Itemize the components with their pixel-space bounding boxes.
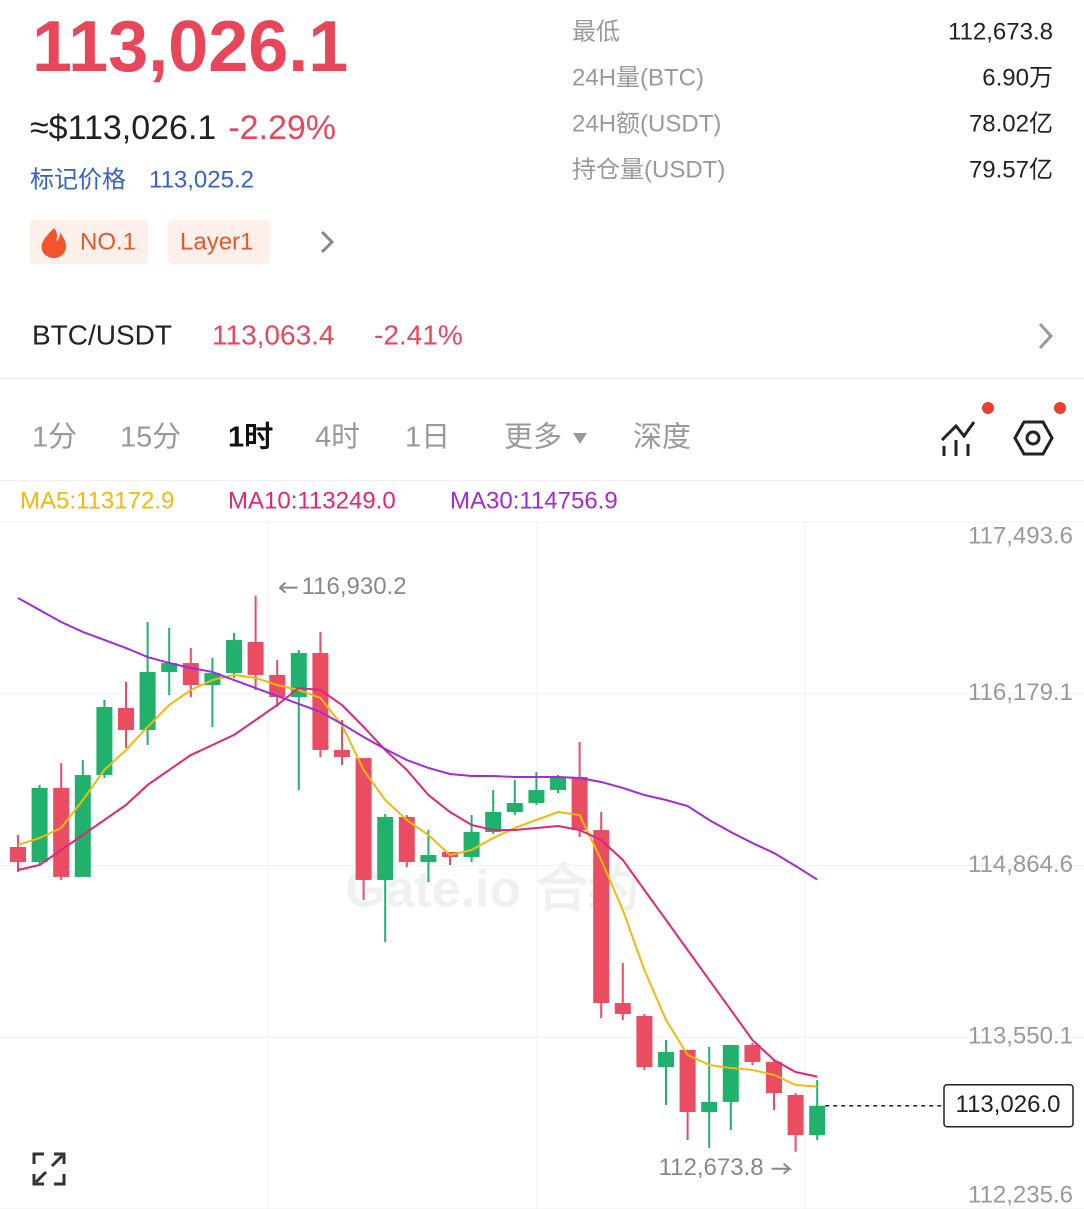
- stat-value: 6.90万: [982, 64, 1053, 91]
- y-tick-label: 113,550.1: [968, 1023, 1073, 1050]
- stat-label: 最低: [572, 18, 620, 45]
- candle-body: [74, 775, 91, 877]
- y-tick-label: 114,864.6: [968, 851, 1073, 878]
- candle-body: [701, 1101, 718, 1112]
- candle-body: [787, 1095, 804, 1135]
- notification-dot: [1054, 402, 1066, 414]
- change: -2.29%: [228, 109, 336, 147]
- candle-body: [226, 640, 242, 673]
- candle-body: [398, 816, 415, 863]
- indicator-icon[interactable]: [940, 421, 976, 456]
- expand-icon[interactable]: [32, 1152, 66, 1186]
- candle-body: [766, 1061, 782, 1094]
- mark-price-label: 标记价格: [30, 166, 126, 193]
- chevron[interactable]: [320, 230, 335, 254]
- y-tick-label: 117,493.6: [968, 522, 1073, 549]
- candle-body: [53, 787, 70, 877]
- timeframe-tab[interactable]: 15分: [120, 422, 181, 454]
- candle-body: [31, 787, 48, 863]
- timeframe-tab[interactable]: 1日: [405, 422, 450, 454]
- divider: [0, 480, 1084, 481]
- low-annotation: 112,673.8: [659, 1154, 764, 1181]
- candle-body: [334, 749, 350, 758]
- candle-body: [744, 1044, 761, 1062]
- tag-label[interactable]: NO.1: [80, 228, 136, 255]
- tag-label[interactable]: Layer1: [180, 228, 253, 255]
- candle-body: [247, 642, 264, 675]
- candle-body: [506, 802, 523, 813]
- candle-body: [290, 652, 307, 698]
- candle-body: [658, 1052, 674, 1068]
- timeframe-tab[interactable]: 更多: [504, 421, 562, 454]
- arrow: [771, 1162, 793, 1175]
- mark-price: 113,025.2: [149, 166, 254, 193]
- legend-entry: MA30:114756.9: [450, 487, 618, 514]
- chevron[interactable]: [1038, 322, 1054, 350]
- candle-body: [679, 1049, 696, 1112]
- ma-line: [17, 686, 818, 1078]
- pair-price: 113,063.4: [212, 319, 335, 350]
- flame-icon: [41, 228, 66, 258]
- candle-body: [571, 776, 588, 831]
- watermark: Gate.io 合约: [345, 861, 640, 919]
- stat-value: 79.57亿: [969, 156, 1053, 183]
- candle-body: [312, 652, 329, 750]
- candle-body: [463, 831, 480, 857]
- stat-value: 112,673.8: [948, 18, 1053, 45]
- candle-body: [377, 816, 394, 880]
- candle-body: [355, 758, 372, 880]
- candle-body: [593, 830, 610, 1004]
- divider: [0, 378, 1084, 379]
- candle-body: [809, 1105, 826, 1135]
- timeframe-tab[interactable]: 深度: [633, 421, 691, 454]
- candle-body: [636, 1015, 653, 1068]
- stat-label: 持仓量(USDT): [572, 156, 725, 183]
- settings-icon[interactable]: [1013, 420, 1054, 456]
- tag[interactable]: [168, 220, 270, 264]
- y-tick-label: 112,235.6: [968, 1181, 1073, 1208]
- y-tick-label: 116,179.1: [968, 679, 1073, 706]
- notification-dot: [982, 402, 994, 414]
- candle-body: [139, 671, 156, 730]
- timeframe-tab[interactable]: 1分: [32, 422, 77, 454]
- legend-entry: MA10:113249.0: [228, 487, 396, 514]
- candle-body: [96, 706, 113, 776]
- stat-value: 78.02亿: [969, 110, 1053, 137]
- dropdown-arrow[interactable]: [573, 433, 587, 444]
- ma-line: [17, 673, 818, 1088]
- price: 113,026.1: [32, 7, 348, 87]
- candle-body: [550, 776, 566, 791]
- legend-entry: MA5:113172.9: [20, 487, 174, 514]
- candle-body: [614, 1003, 631, 1015]
- ma-line: [17, 597, 818, 881]
- candle-body: [161, 663, 178, 672]
- stat-label: 24H额(USDT): [572, 110, 721, 137]
- arrow: [278, 581, 298, 594]
- candle-body: [722, 1044, 739, 1102]
- timeframe-tab[interactable]: 4时: [315, 421, 360, 454]
- candle-body: [420, 854, 437, 863]
- stat-label: 24H量(BTC): [572, 64, 704, 91]
- high-annotation: 116,930.2: [302, 573, 407, 600]
- candle-body: [528, 790, 545, 803]
- timeframe-tab[interactable]: 1时: [228, 421, 273, 454]
- pair-change: -2.41%: [374, 319, 463, 350]
- candle-body: [10, 847, 26, 863]
- usd-price: ≈$113,026.1: [30, 109, 216, 147]
- last-price-label: 113,026.0: [956, 1091, 1061, 1118]
- candle-body: [118, 708, 134, 730]
- pair-name[interactable]: BTC/USDT: [32, 319, 172, 350]
- candle-body: [485, 812, 502, 832]
- last-price-box: [943, 1083, 1074, 1128]
